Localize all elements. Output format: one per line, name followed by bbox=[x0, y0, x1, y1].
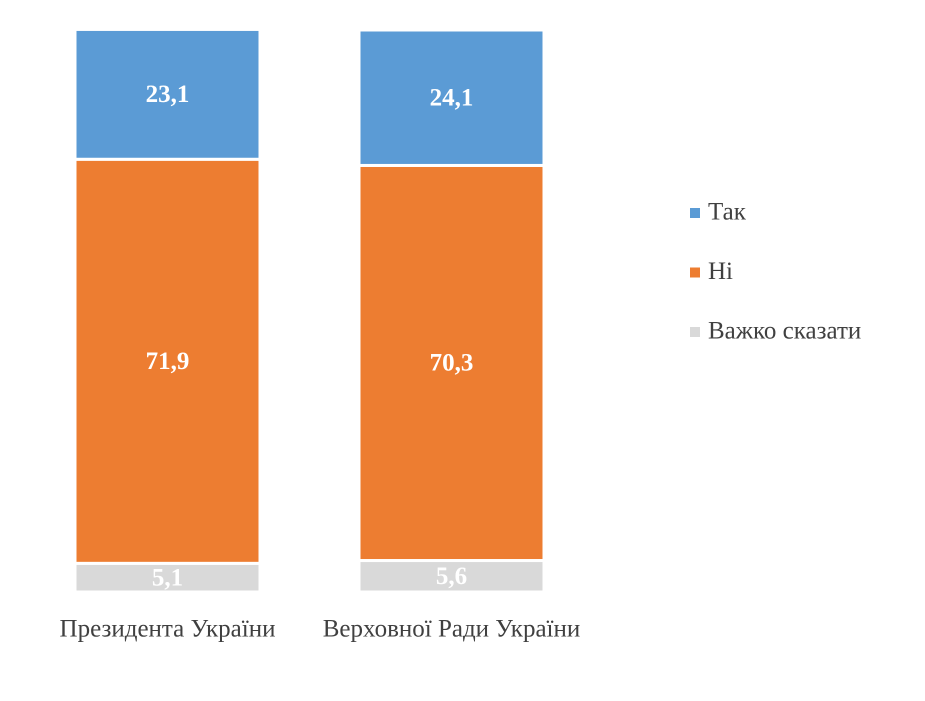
x-tick-label: Верховної Ради України bbox=[323, 616, 581, 643]
value-label: 5,6 bbox=[436, 563, 467, 590]
legend-label: Важко сказати bbox=[708, 318, 861, 345]
bar-segment bbox=[73, 27, 262, 161]
legend-label: Ні bbox=[708, 258, 733, 285]
value-label: 24,1 bbox=[430, 84, 474, 111]
legend-label: Так bbox=[708, 199, 747, 226]
legend-swatch bbox=[690, 327, 700, 337]
value-label: 23,1 bbox=[146, 81, 190, 108]
bar-segment bbox=[357, 163, 546, 563]
bar-segment bbox=[73, 561, 262, 594]
x-tick-label: Президента України bbox=[60, 616, 276, 643]
legend-swatch bbox=[690, 208, 700, 218]
legend-swatch bbox=[690, 267, 700, 278]
value-label: 5,1 bbox=[152, 564, 183, 591]
value-label: 70,3 bbox=[430, 350, 474, 377]
bar-segment bbox=[73, 157, 262, 565]
bar-segment bbox=[357, 559, 546, 594]
value-label: 71,9 bbox=[146, 348, 190, 375]
bar-segment bbox=[357, 28, 546, 167]
